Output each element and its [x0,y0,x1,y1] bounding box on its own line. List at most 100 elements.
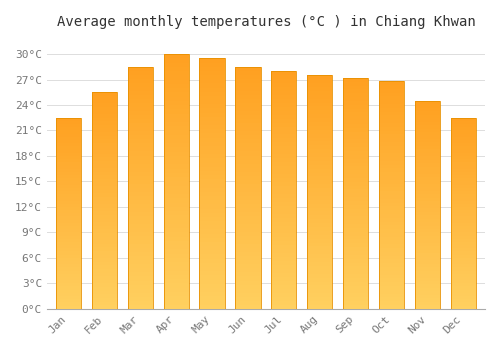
Bar [92,233,117,237]
Bar [200,183,224,188]
Bar [307,208,332,211]
Bar [307,87,332,91]
Bar [164,262,188,266]
Bar [200,284,224,288]
Bar [200,125,224,129]
Bar [56,197,81,201]
Bar [307,149,332,153]
Bar [164,228,188,232]
Bar [307,138,332,141]
Bar [307,235,332,239]
Bar [451,236,476,239]
Bar [272,261,296,265]
Bar [343,259,368,262]
Bar [379,127,404,131]
Bar [451,280,476,283]
Bar [307,293,332,297]
Bar [56,172,81,175]
Bar [343,174,368,178]
Bar [128,87,153,91]
Bar [343,170,368,174]
Bar [451,204,476,207]
Bar [272,75,296,79]
Bar [164,288,188,292]
Bar [307,161,332,165]
Bar [236,289,260,293]
Bar [415,101,440,104]
Bar [451,197,476,201]
Bar [415,139,440,142]
Bar [92,273,117,276]
Bar [451,293,476,296]
Bar [92,96,117,99]
Bar [92,294,117,298]
Bar [272,237,296,241]
Bar [379,256,404,259]
Bar [415,222,440,225]
Bar [307,75,332,79]
Bar [56,181,81,184]
Bar [200,63,224,67]
Bar [128,103,153,107]
Bar [92,298,117,302]
Bar [128,305,153,309]
Bar [164,164,188,169]
Bar [56,121,81,124]
Bar [272,218,296,222]
Bar [200,133,224,138]
Bar [451,201,476,204]
Bar [379,168,404,172]
Bar [56,184,81,188]
Bar [128,160,153,163]
Bar [164,139,188,143]
Bar [343,243,368,247]
Bar [128,196,153,200]
Bar [451,124,476,127]
Bar [128,67,153,71]
Bar [451,229,476,232]
Bar [236,196,260,200]
Bar [307,239,332,243]
Bar [272,249,296,253]
Bar [343,128,368,132]
Bar [128,180,153,184]
Bar [164,190,188,194]
Bar [415,236,440,239]
Bar [307,99,332,103]
Bar [200,304,224,309]
Bar [451,118,476,309]
Bar [56,146,81,149]
Bar [236,83,260,87]
Bar [164,126,188,131]
Bar [415,292,440,295]
Bar [164,54,188,309]
Bar [415,246,440,250]
Bar [92,125,117,128]
Bar [56,277,81,280]
Bar [272,170,296,174]
Bar [379,187,404,191]
Bar [272,150,296,154]
Bar [307,141,332,145]
Bar [128,212,153,216]
Bar [128,107,153,111]
Bar [451,143,476,146]
Bar [272,301,296,305]
Bar [200,246,224,250]
Bar [307,200,332,204]
Bar [307,246,332,250]
Bar [307,281,332,285]
Bar [451,149,476,153]
Bar [451,178,476,181]
Bar [56,293,81,296]
Bar [451,131,476,134]
Bar [307,297,332,301]
Bar [164,181,188,186]
Bar [272,87,296,91]
Bar [379,191,404,195]
Bar [415,285,440,288]
Bar [164,63,188,67]
Bar [128,67,153,309]
Bar [200,171,224,175]
Bar [56,264,81,267]
